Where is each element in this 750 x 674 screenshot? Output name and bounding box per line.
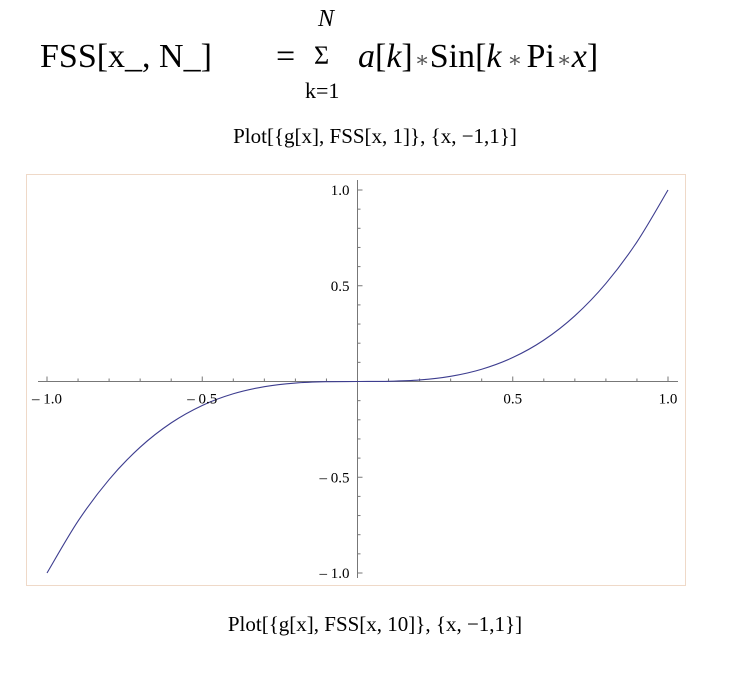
formula-x: x: [571, 38, 587, 75]
y-tick-label: ‒ 0.5: [319, 470, 350, 486]
plot-frame: [26, 174, 686, 586]
formula-equals: =: [276, 38, 295, 75]
formula-k2: k: [486, 38, 502, 75]
fss-formula: FSS[x_, N_] = N Σ k=1 a[k]∗Sin[k ∗ Pi∗x]: [40, 6, 598, 103]
formula-times3: ∗: [557, 47, 572, 72]
x-tick-label: 0.5: [503, 392, 522, 408]
plot-caption-bottom: Plot[{g[x], FSS[x, 10]}, {x, −1,1}]: [227, 612, 523, 636]
formula-sigma: Σ: [314, 41, 329, 70]
plot-caption-top: Plot[{g[x], FSS[x, 1]}, {x, −1,1}]: [233, 124, 517, 148]
formula-times1: ∗: [415, 47, 430, 72]
formula-sum-upper: N: [317, 6, 336, 32]
formula-pi: Pi: [526, 38, 554, 75]
y-tick-label: 0.5: [331, 279, 350, 295]
formula-times2: ∗: [507, 47, 522, 72]
function-plot: ‒ 1.0 ‒ 0.5 0.5 1.0 1.0 0.5 ‒ 0.5 ‒ 1.0: [26, 174, 686, 586]
formula-k1: k: [386, 38, 402, 75]
svg-text:a[k]∗Sin[k∗Pi∗x]: a[k]∗Sin[k ∗ Pi∗x]: [358, 38, 598, 75]
y-tick-label: 1.0: [331, 183, 350, 199]
curve-layer: [46, 189, 669, 574]
series-line-0: [46, 189, 669, 574]
x-tick-label: 1.0: [659, 392, 678, 408]
tick-label-layer: ‒ 1.0 ‒ 0.5 0.5 1.0 1.0 0.5 ‒ 0.5 ‒ 1.0: [31, 183, 677, 582]
formula-lhs: FSS[x_, N_]: [40, 38, 212, 75]
x-tick-label: ‒ 1.0: [31, 392, 62, 408]
formula-sin: Sin: [430, 38, 475, 75]
formula-a: a: [358, 38, 375, 75]
axes-layer: [38, 180, 678, 578]
y-tick-label: ‒ 1.0: [319, 566, 350, 582]
formula-sum-lower: k=1: [305, 78, 339, 103]
x-tick-label: ‒ 0.5: [186, 392, 217, 408]
